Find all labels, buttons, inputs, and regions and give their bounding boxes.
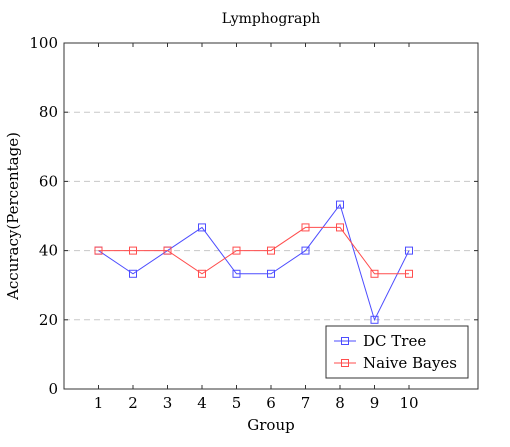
legend-label: DC Tree: [363, 332, 426, 350]
data-point: [370, 269, 379, 278]
data-point: [370, 315, 379, 324]
legend: DC Tree Naive Bayes: [325, 325, 469, 379]
x-tick-label: 10: [399, 394, 418, 412]
data-point: [163, 246, 172, 255]
data-point: [405, 269, 413, 278]
y-axis-label: Accuracy(Percentage): [4, 132, 22, 301]
legend-entry: Naive Bayes: [334, 354, 457, 372]
x-tick-label: 8: [335, 394, 345, 412]
y-tick-label: 60: [39, 172, 58, 190]
x-axis-label: Group: [247, 416, 294, 434]
data-point: [232, 269, 241, 278]
x-tick-label: 4: [197, 394, 207, 412]
legend-marker: [341, 359, 349, 367]
y-tick-label: 80: [39, 103, 58, 121]
data-point: [198, 269, 206, 278]
legend-box: [325, 325, 469, 379]
series-layer: [94, 200, 413, 324]
data-point: [301, 223, 310, 232]
x-tick-label: 2: [128, 394, 138, 412]
data-point: [94, 246, 103, 255]
x-tick-label: 5: [232, 394, 242, 412]
legend-marker: [341, 337, 349, 345]
legend-label: Naive Bayes: [363, 354, 457, 372]
data-point: [405, 246, 413, 255]
y-tick-label: 100: [29, 34, 58, 52]
data-point: [129, 269, 137, 278]
series-1: [94, 223, 413, 278]
x-tick-label: 6: [266, 394, 276, 412]
y-tick-label: 40: [39, 242, 58, 260]
data-point: [336, 223, 344, 232]
x-tick-label: 7: [301, 394, 311, 412]
gridlines: [64, 111, 478, 321]
data-point: [129, 246, 137, 255]
data-point: [198, 223, 206, 232]
y-tick-label: 0: [48, 380, 58, 398]
series-line: [98, 203, 410, 322]
legend-entry: DC Tree: [334, 332, 426, 350]
data-point: [301, 246, 310, 255]
x-tick-label: 3: [163, 394, 173, 412]
chart-title: Lymphograph: [222, 11, 321, 27]
data-point: [232, 246, 241, 255]
y-tick-label: 20: [39, 311, 58, 329]
data-point: [267, 246, 275, 255]
data-point: [336, 200, 344, 209]
x-tick-label: 9: [370, 394, 380, 412]
series-0: [94, 200, 413, 324]
series-line: [98, 226, 409, 275]
data-point: [267, 269, 275, 278]
x-tick-label: 1: [94, 394, 104, 412]
axis-ticks: 0 20 40 60 80 100 1 2 3 4 5 6 7 8 9 10: [29, 34, 478, 412]
